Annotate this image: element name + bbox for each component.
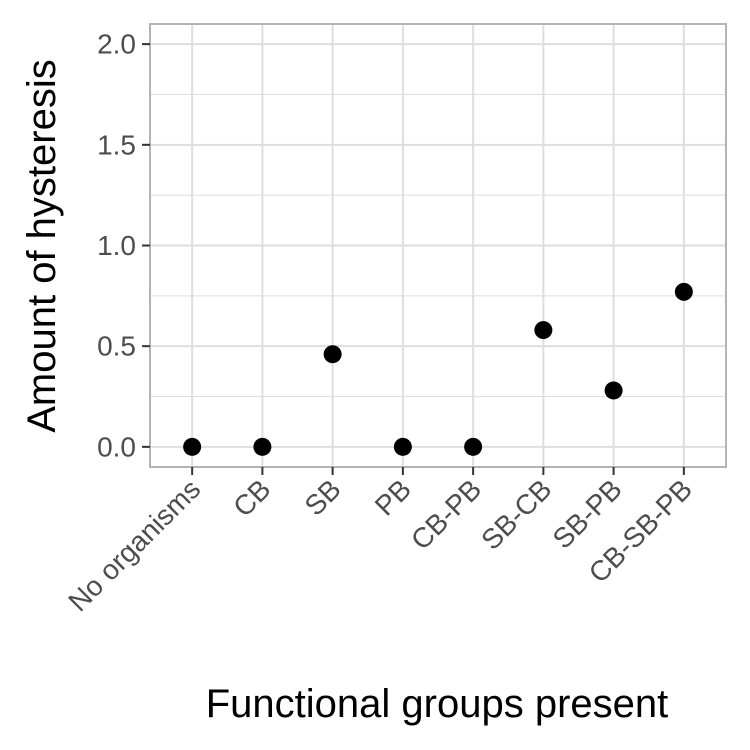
x-tick-label: PB — [369, 473, 417, 521]
minor-gridlines — [150, 93, 726, 398]
data-point — [464, 437, 483, 456]
x-tick-label: No organisms — [62, 473, 206, 617]
data-points — [183, 282, 693, 456]
y-axis-ticks: 0.0 0.5 1.0 1.5 2.0 — [97, 29, 150, 462]
data-point — [323, 345, 342, 364]
x-axis-ticks: No organisms CB SB PBCB-PBSB-CBSB-PBCB-SB-P… — [62, 467, 698, 617]
x-axis-title: Functional groups present — [206, 682, 669, 726]
x-tick-label: SB — [299, 473, 347, 521]
y-tick-label: 2.0 — [97, 29, 136, 60]
data-point — [674, 282, 693, 301]
x-tick-label: CB-PB — [405, 473, 487, 555]
x-tick-label: SB-CB — [475, 473, 557, 555]
y-tick-label: 0.5 — [97, 331, 136, 362]
data-point — [183, 437, 202, 456]
y-tick-label: 1.0 — [97, 230, 136, 261]
data-point — [393, 437, 412, 456]
data-point — [604, 381, 623, 400]
data-point — [253, 437, 272, 456]
x-tick-label: CB — [227, 473, 276, 522]
major-gridlines — [150, 24, 726, 467]
data-point — [534, 321, 553, 340]
y-axis-title: Amount of hysteresis — [20, 59, 64, 433]
y-tick-label: 0.0 — [97, 431, 136, 462]
y-tick-label: 1.5 — [97, 129, 136, 160]
